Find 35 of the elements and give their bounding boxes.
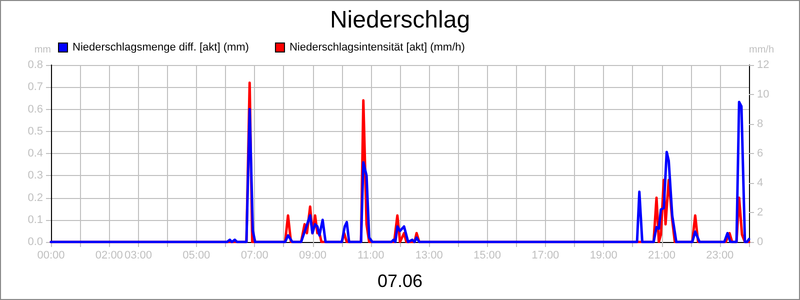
- chart-title: Niederschlag: [330, 6, 470, 34]
- y-tick-label: 0.5: [28, 125, 43, 138]
- y-tick-label: 0.1: [28, 214, 43, 226]
- x-tick-label: 02:00: [95, 250, 123, 262]
- x-tick-label: 00:00: [37, 250, 65, 262]
- x-tick-label: 05:00: [182, 250, 210, 262]
- x-tick-label: 09:00: [298, 250, 327, 262]
- y-tick-label: 0.8: [28, 59, 43, 71]
- y2-tick-label: 12: [757, 59, 770, 71]
- x-axis-title: 07.06: [377, 271, 423, 291]
- y-tick-label: 0.0: [28, 236, 43, 248]
- y2-tick-label: 6: [757, 148, 764, 160]
- x-tick-label: 21:00: [648, 250, 676, 262]
- x-tick-label: 03:00: [124, 250, 152, 262]
- y2-tick-label: 0: [757, 236, 764, 248]
- y-tick-label: 0.3: [28, 170, 43, 182]
- y-tick-label: 0.2: [28, 192, 43, 204]
- x-tick-label: 23:00: [706, 250, 734, 262]
- y2-tick-label: 2: [757, 206, 764, 218]
- x-tick-label: 17:00: [532, 250, 560, 262]
- legend-label: Niederschlagsintensität [akt] (mm/h): [289, 42, 465, 54]
- x-tick-label: 13:00: [415, 250, 443, 262]
- y-tick-label: 0.4: [28, 148, 43, 160]
- y2-tick-label: 8: [757, 118, 764, 130]
- x-tick-label: 11:00: [358, 250, 384, 262]
- y2-tick-label: 4: [757, 177, 764, 189]
- x-tick-label: 19:00: [590, 250, 618, 262]
- legend-label: Niederschlagsmenge diff. [akt] (mm): [72, 42, 249, 54]
- y2-tick-label: 10: [757, 88, 770, 100]
- x-tick-label: 15:00: [473, 250, 502, 262]
- y-tick-label: 0.7: [28, 81, 43, 94]
- y2-axis-title: mm/h: [749, 44, 774, 56]
- y-axis-title: mm: [34, 44, 51, 56]
- x-tick-label: 07:00: [240, 250, 268, 262]
- y-tick-label: 0.6: [28, 103, 43, 116]
